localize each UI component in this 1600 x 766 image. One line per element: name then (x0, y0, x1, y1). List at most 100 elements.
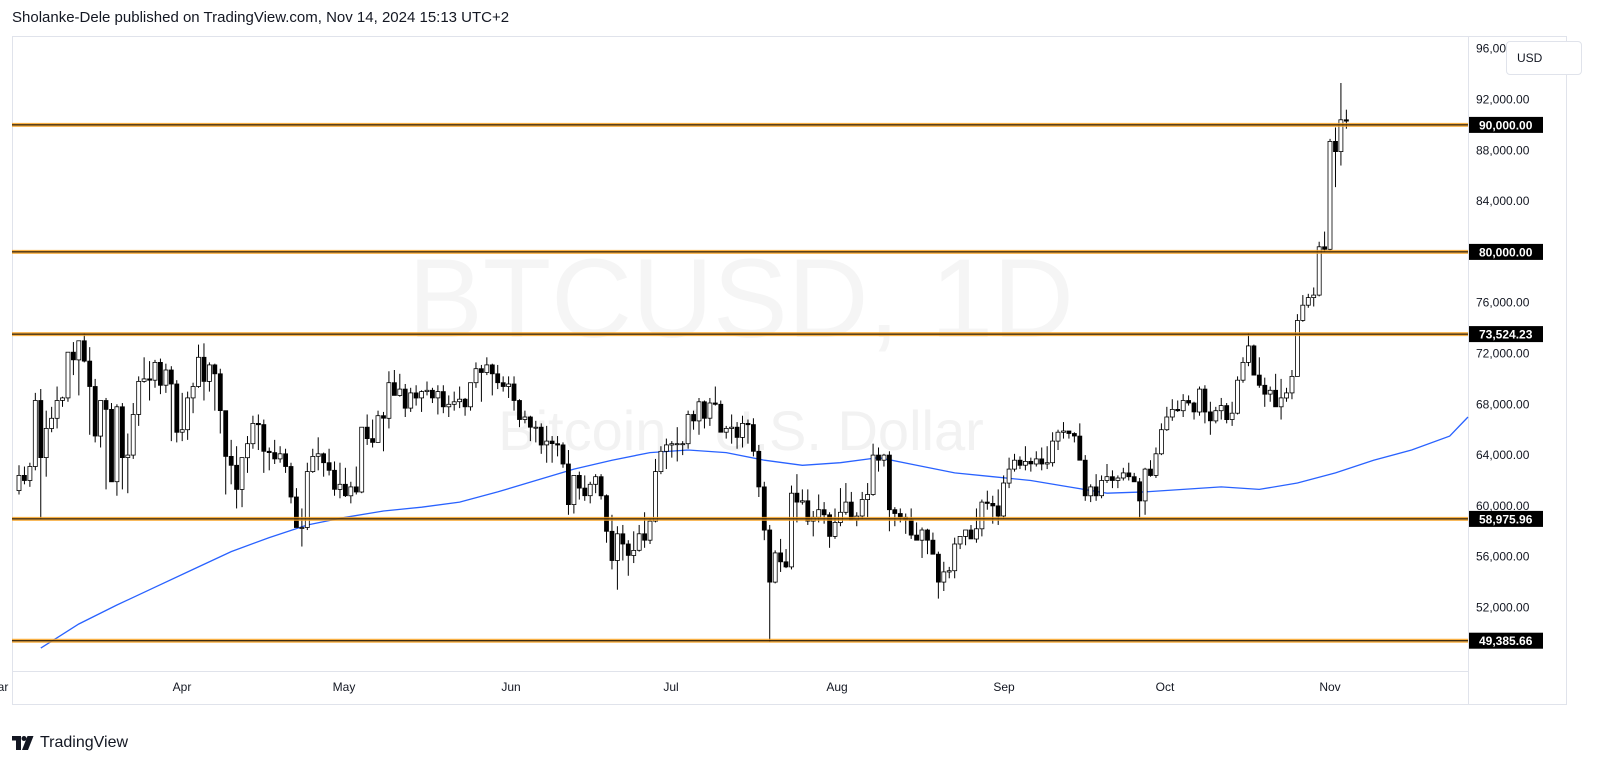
candle-body (892, 509, 898, 514)
candle-body (925, 529, 930, 541)
candle-body (800, 500, 805, 503)
candle-body (60, 397, 65, 401)
candle-body (957, 536, 963, 545)
candle-body (636, 533, 642, 551)
candle-body (876, 454, 881, 461)
candle-body (120, 406, 125, 458)
candle-body (391, 382, 397, 396)
candle-body (315, 453, 321, 457)
candle-body (990, 502, 996, 507)
candle-body (76, 340, 82, 361)
candle-body (604, 495, 609, 532)
candle-body (321, 453, 327, 464)
candle-body (832, 522, 838, 537)
candle-body (402, 388, 408, 409)
candle-body (245, 443, 250, 459)
currency-button[interactable]: USD (1506, 41, 1582, 75)
candle-body (337, 483, 343, 490)
candle-body (1344, 119, 1349, 122)
candle-body (429, 389, 435, 399)
candle-body (1197, 388, 1202, 413)
candle-body (1267, 389, 1273, 395)
candle-body (783, 561, 789, 568)
watermark-symbol: BTCUSD, 1D (408, 236, 1074, 361)
candle-body (908, 519, 914, 536)
candle-body (1061, 430, 1066, 433)
candle-body (174, 383, 180, 433)
candle-body (413, 392, 419, 399)
time-tick-label: Jul (663, 680, 678, 694)
candle-body (827, 514, 832, 537)
candle-body (865, 494, 870, 500)
candle-body (642, 533, 647, 541)
candle-body (103, 400, 109, 410)
time-tick-label: May (333, 680, 356, 694)
price-tick-label: 76,000.00 (1476, 296, 1530, 310)
candle-body (125, 454, 131, 459)
candle-body (974, 528, 979, 540)
candle-body (789, 492, 794, 568)
candle-body (1305, 297, 1311, 306)
candle-body (1333, 140, 1338, 152)
price-level-labels: 90,000.00 80,000.00 73,524.23 58,975.96 49,3… (1469, 116, 1543, 649)
candle-body (457, 398, 463, 403)
candle-body (217, 373, 223, 411)
time-tick-label: Jun (501, 680, 520, 694)
candle-body (435, 391, 441, 399)
candle-body (310, 455, 316, 472)
candle-body (930, 539, 936, 555)
moving-average-line (40, 416, 1469, 649)
candle-body (870, 454, 876, 495)
candle-body (1191, 402, 1197, 413)
candle-body (196, 356, 201, 387)
candle-body (1240, 361, 1246, 381)
currency-label: USD (1517, 51, 1543, 65)
candle-body (1164, 416, 1170, 431)
candle-body (772, 552, 778, 583)
candle-body (114, 406, 120, 483)
candle-body (620, 533, 626, 545)
candle-body (1153, 453, 1159, 476)
candle-body (1006, 468, 1012, 484)
candle-body (326, 462, 332, 471)
candle-body (1104, 476, 1110, 481)
candle-body (87, 360, 93, 387)
candle-body (364, 426, 370, 440)
price-level-tag-label: 49,385.66 (1479, 634, 1533, 648)
candle-body (1213, 410, 1219, 422)
price-tick-label: 88,000.00 (1476, 143, 1530, 157)
candle-body (1126, 472, 1132, 478)
tradingview-logo[interactable]: TradingView (12, 734, 128, 752)
candle-body (342, 483, 348, 497)
tradingview-brand-text: TradingView (40, 734, 129, 751)
candle-body (669, 443, 675, 446)
candle-body (734, 426, 740, 438)
candle-body (446, 403, 452, 408)
candle-body (206, 364, 212, 382)
candle-body (517, 400, 522, 420)
candle-body (963, 529, 968, 537)
price-tick-label: 92,000.00 (1476, 93, 1530, 107)
candle-body (740, 422, 745, 438)
time-tick-label: Apr (173, 680, 192, 694)
candle-body (576, 474, 582, 489)
candle-body (1251, 345, 1257, 376)
candle-body (1039, 458, 1045, 465)
candle-body (593, 476, 598, 485)
candle-body (1023, 460, 1028, 466)
candle-body (381, 415, 386, 419)
price-tick-label: 52,000.00 (1476, 601, 1530, 615)
candle-body (615, 533, 620, 561)
candle-body (462, 398, 468, 408)
candle-body (81, 340, 87, 362)
price-tick-label: 64,000.00 (1476, 448, 1530, 462)
candle-body (1033, 458, 1039, 465)
candle-body (1148, 468, 1153, 476)
candle-body (571, 474, 577, 505)
candle-body (1082, 459, 1088, 497)
candle-body (609, 530, 615, 561)
candle-body (707, 402, 713, 419)
price-level-tag-label: 80,000.00 (1479, 245, 1533, 259)
candle-body (440, 391, 446, 408)
